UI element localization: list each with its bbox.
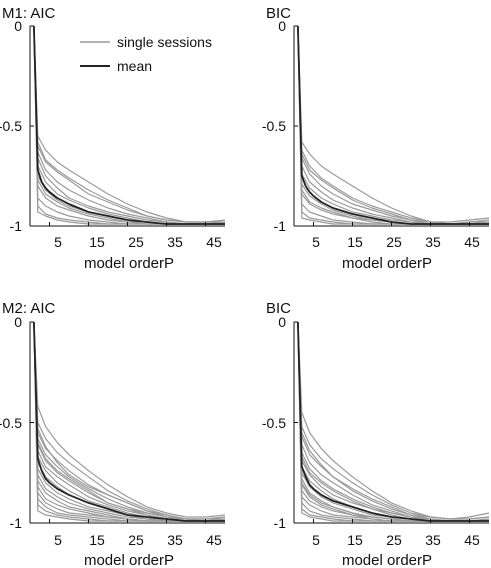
xtick-label: 45 (206, 532, 222, 548)
xtick-label: 45 (464, 234, 480, 250)
session-line (297, 25, 489, 225)
xtick-label: 25 (386, 234, 402, 250)
mean-line (297, 321, 489, 522)
ytick-label: 0 (14, 314, 22, 330)
session-line (297, 321, 490, 520)
panel-m2-bic: BIC 0 -0.5 -1 5 15 25 35 45 model orderP (262, 300, 490, 568)
session-line (297, 25, 489, 225)
session-line (297, 321, 489, 522)
xtick-labels: 5 15 25 35 45 (54, 234, 222, 250)
session-lines (297, 25, 490, 225)
xtick-label: 25 (386, 532, 402, 548)
xtick-label: 5 (54, 532, 62, 548)
xtick-label: 5 (312, 234, 320, 250)
xtick-label: 15 (347, 532, 363, 548)
panel-title: BIC (266, 300, 291, 317)
ytick-label: -1 (274, 218, 287, 234)
session-lines (33, 25, 226, 225)
session-line (33, 25, 225, 225)
ytick-label: -0.5 (262, 118, 286, 134)
panel-title: M1: AIC (2, 5, 56, 22)
ytick-labels: 0 -0.5 -1 (262, 314, 286, 531)
ytick-labels: 0 -0.5 -1 (0, 314, 22, 531)
session-line (297, 321, 490, 520)
xtick-label: 35 (167, 532, 183, 548)
session-line (33, 25, 226, 225)
session-line (297, 25, 489, 225)
legend-single-label: single sessions (117, 34, 212, 50)
session-line (297, 321, 490, 520)
mean-line (297, 25, 489, 225)
panel-title: BIC (266, 5, 291, 22)
panel-m1-bic: BIC 0 -0.5 -1 5 15 25 35 45 model orderP (262, 5, 490, 272)
session-line (297, 25, 490, 223)
xtick-label: 5 (312, 532, 320, 548)
xtick-label: 15 (347, 234, 363, 250)
x-axis-label: model orderP (84, 255, 174, 272)
panel-m2-aic: M2: AIC 0 -0.5 -1 5 15 25 35 45 model or… (0, 300, 226, 568)
xtick-label: 45 (206, 234, 222, 250)
legend-mean-label: mean (117, 58, 152, 74)
panel-title: M2: AIC (2, 300, 56, 317)
xtick-label: 35 (425, 234, 441, 250)
ytick-label: 0 (278, 314, 286, 330)
session-line (297, 25, 489, 225)
session-lines (297, 321, 490, 522)
xtick-label: 35 (167, 234, 183, 250)
ytick-label: -1 (10, 218, 23, 234)
session-line (297, 25, 489, 225)
xtick-label: 15 (89, 234, 105, 250)
x-axis-label: model orderP (84, 552, 174, 568)
xtick-label: 25 (128, 532, 144, 548)
ytick-label: -0.5 (0, 415, 22, 431)
xtick-label: 15 (89, 532, 105, 548)
session-line (33, 25, 225, 225)
panel-m1-aic: M1: AIC 0 -0.5 -1 5 15 25 35 45 model or… (0, 5, 226, 272)
xtick-labels: 5 15 25 35 45 (312, 532, 480, 548)
mean-line-group (33, 25, 225, 225)
xtick-label: 45 (464, 532, 480, 548)
xtick-label: 35 (425, 532, 441, 548)
mean-line-group (33, 321, 225, 522)
x-axis-label: model orderP (342, 552, 432, 568)
session-line (33, 25, 225, 225)
xtick-label: 5 (54, 234, 62, 250)
session-line (33, 25, 225, 225)
xtick-labels: 5 15 25 35 45 (312, 234, 480, 250)
xtick-label: 25 (128, 234, 144, 250)
session-line (297, 25, 489, 225)
session-line (297, 25, 489, 225)
mean-line (33, 321, 225, 522)
ytick-label: -1 (274, 515, 287, 531)
session-line (33, 25, 225, 225)
session-line (33, 25, 225, 225)
ytick-label: -0.5 (262, 415, 286, 431)
session-line (297, 25, 490, 225)
session-line (297, 25, 489, 225)
x-axis-label: model orderP (342, 255, 432, 272)
ytick-label: 0 (14, 18, 22, 34)
session-line (33, 321, 226, 520)
session-line (297, 25, 489, 225)
ytick-label: 0 (278, 18, 286, 34)
session-line (33, 25, 225, 223)
legend: single sessions mean (80, 34, 212, 74)
session-line (33, 25, 225, 225)
mean-line-group (297, 321, 489, 522)
session-line (33, 321, 225, 520)
ytick-label: -1 (10, 515, 23, 531)
ytick-labels: 0 -0.5 -1 (0, 18, 22, 234)
session-line (33, 321, 226, 520)
ytick-label: -0.5 (0, 118, 22, 134)
mean-line (33, 25, 225, 225)
mean-line-group (297, 25, 489, 225)
ytick-labels: 0 -0.5 -1 (262, 18, 286, 234)
xtick-labels: 5 15 25 35 45 (54, 532, 222, 548)
session-line (33, 25, 225, 225)
session-line (33, 321, 226, 518)
session-line (297, 25, 490, 225)
